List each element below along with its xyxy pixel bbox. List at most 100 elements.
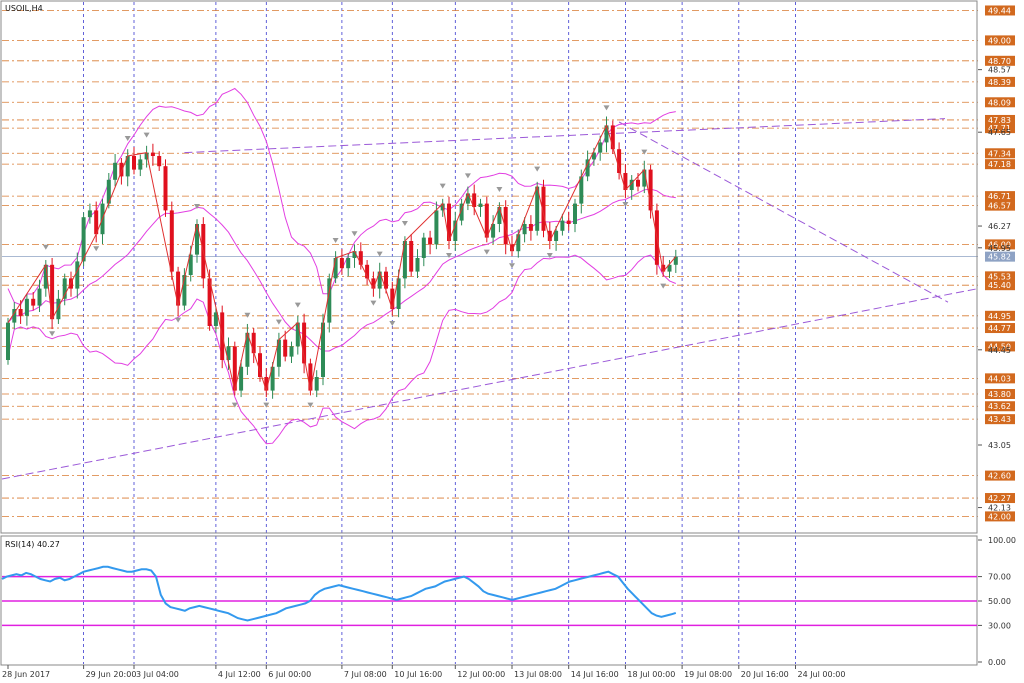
bullish-candle [598, 142, 603, 153]
price-level-label: 46.00 [988, 240, 1011, 249]
price-tick-label: 44.45 [988, 346, 1011, 355]
time-tick-label: 10 Jul 16:00 [394, 670, 442, 679]
bearish-candle [484, 203, 489, 238]
bearish-candle [623, 173, 628, 190]
bearish-candle [636, 179, 640, 187]
bullish-candle [106, 179, 111, 204]
rsi-tick-label: 30.00 [988, 621, 1011, 630]
bullish-candle [421, 237, 426, 258]
bullish-candle [239, 366, 244, 391]
bullish-candle [453, 220, 458, 241]
bullish-candle [554, 230, 559, 241]
bearish-candle [251, 332, 256, 354]
price-level-label-bg [985, 401, 1015, 412]
time-tick-label: 20 Jul 16:00 [741, 670, 789, 679]
fractal-up-marker [294, 302, 301, 308]
time-tick-label: 4 Jul 12:00 [218, 670, 261, 679]
bullish-candle [138, 159, 143, 170]
fractal-down-marker [307, 402, 314, 408]
bullish-candle [579, 176, 584, 204]
fractal-up-marker [641, 149, 648, 155]
price-level-label-bg [985, 470, 1015, 481]
fractal-up-marker [376, 251, 383, 257]
trendlines [1, 118, 979, 480]
rsi-tick-label: 0.00 [988, 658, 1006, 667]
price-level-label: 44.03 [988, 374, 1011, 383]
bearish-candle [94, 210, 99, 235]
bullish-candle [377, 271, 382, 289]
fractal-up-marker [401, 221, 408, 226]
zigzag-indicator [7, 124, 677, 393]
bullish-candle [333, 258, 338, 279]
bullish-candle [144, 152, 149, 160]
bullish-candle [604, 125, 609, 143]
fractal-down-marker [263, 402, 270, 408]
fractal-down-marker [49, 331, 56, 337]
bullish-candle [591, 152, 596, 160]
time-tick-label: 7 Jul 08:00 [344, 670, 387, 679]
price-tick-label: 45.95 [988, 244, 1011, 253]
fractal-up-marker [332, 238, 339, 243]
price-level-label-bg [985, 511, 1015, 522]
price-level-label-bg [985, 323, 1015, 334]
price-level-label-bg [985, 493, 1015, 504]
bullish-candle [37, 288, 42, 306]
fractal-down-marker [622, 202, 629, 207]
price-level-label-bg [985, 239, 1015, 250]
fractal-down-marker [93, 246, 100, 252]
price-level-label-bg [985, 389, 1015, 399]
price-level-label: 44.95 [988, 312, 1011, 321]
time-axis: 28 Jun 2017 29 Jun 20:00 3 Jul 04:00 4 Jul … [2, 665, 845, 679]
price-level-label: 48.70 [988, 57, 1011, 66]
bearish-candle [207, 278, 212, 326]
price-level-label: 42.60 [988, 472, 1011, 481]
bearish-candle [610, 125, 615, 150]
bearish-candle [648, 169, 653, 211]
bearish-candle [384, 271, 388, 289]
bullish-candle [465, 193, 470, 204]
bullish-candle [415, 258, 420, 272]
fractal-up-marker [42, 244, 49, 250]
bearish-candle [302, 322, 307, 364]
bullish-candle [75, 261, 80, 289]
bullish-candle [182, 275, 187, 306]
rsi-tick-label: 70.00 [988, 573, 1011, 582]
time-tick-label: 6 Jul 00:00 [268, 670, 311, 679]
bullish-candle [535, 186, 540, 231]
bullish-candle [213, 312, 218, 326]
bullish-candle [491, 224, 496, 238]
price-level-label: 45.53 [988, 272, 1011, 281]
bullish-candle [629, 179, 634, 190]
bullish-candle [321, 322, 325, 377]
price-level-label: 46.57 [988, 202, 1011, 211]
fractal-down-marker [446, 253, 452, 258]
bullish-candle [560, 220, 565, 231]
bearish-candle [150, 152, 155, 156]
bearish-candle [157, 156, 162, 167]
bearish-candle [365, 264, 370, 279]
price-tick-label: 42.13 [988, 504, 1011, 513]
price-level-label: 42.00 [988, 512, 1011, 521]
main-panel-border [0, 0, 978, 534]
fractal-markers [42, 105, 667, 408]
horizontal-price-levels [2, 10, 978, 517]
bullish-candle [516, 234, 521, 252]
time-tick-label: 14 Jul 16:00 [571, 670, 619, 679]
bearish-candle [528, 224, 533, 231]
bearish-candle [409, 241, 414, 272]
fractal-up-marker [143, 132, 150, 138]
price-level-label: 48.39 [988, 78, 1011, 87]
bullish-candle [276, 339, 281, 367]
bearish-candle [163, 166, 168, 211]
price-level-label-bg [985, 310, 1015, 321]
time-tick-label: 29 Jun 20:00 [86, 670, 137, 679]
price-level-label: 44.77 [988, 324, 1011, 333]
bearish-candle [283, 339, 288, 357]
fractal-down-marker [370, 300, 377, 306]
fractal-down-marker [546, 253, 553, 258]
fractal-down-marker [660, 283, 667, 289]
bearish-candle [541, 186, 546, 231]
bearish-candle [308, 363, 313, 391]
